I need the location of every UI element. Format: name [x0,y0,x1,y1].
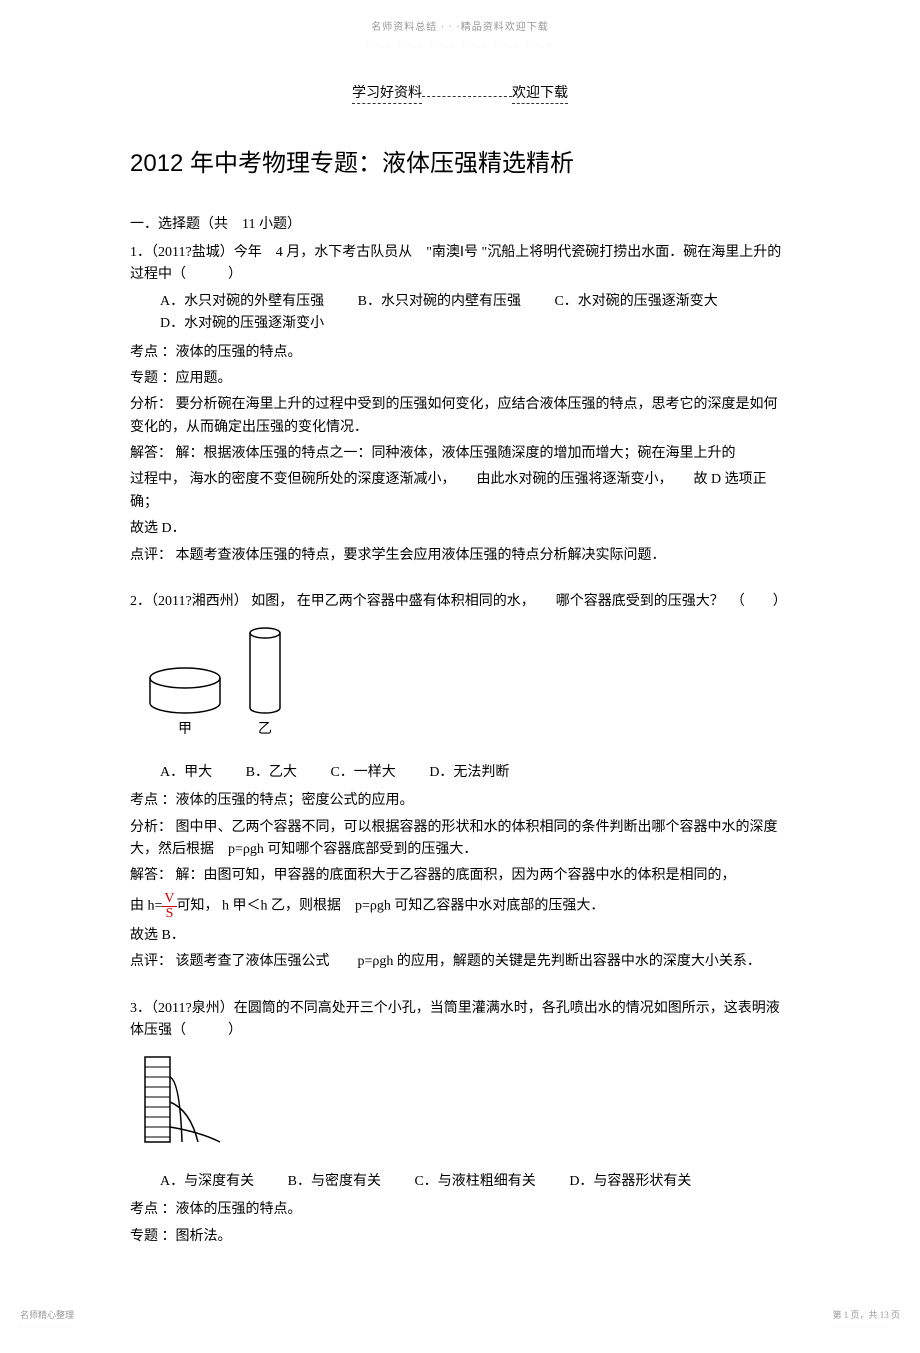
footer: 名师精心整理 · · · · · · · 第 1 页，共 13 页 · · · … [0,1308,920,1334]
q1-dianping: 点评： 本题考查液体压强的特点，要求学生会应用液体压强的特点分析解决实际问题． [130,545,790,567]
section-title: 一．选择题（共 11 小题） [130,214,790,236]
page-title: 2012 年中考物理专题：液体压强精选精析 [130,145,790,183]
q1-optB: B．水只对碗的内壁有压强 [358,291,521,313]
q2-dianping: 点评： 该题考查了液体压强公式 p=ρgh 的应用，解题的关键是先判断出容器中水… [130,951,790,973]
footer-left: 名师精心整理 [20,1308,74,1322]
content: 2012 年中考物理专题：液体压强精选精析 一．选择题（共 11 小题） 1．（… [0,145,920,1248]
q2-optD: D．无法判断 [429,762,509,784]
frac-num: V [162,892,176,907]
q3-optC: C．与液柱粗细有关 [414,1171,535,1193]
header-right: 欢迎下载 [512,86,568,104]
q2-optB: B．乙大 [246,762,297,784]
q2-jieda2: 由 h=VS可知， h 甲＜h 乙，则根据 p=ρgh 可知乙容器中水对底部的压… [130,892,790,921]
q3-optD: D．与容器形状有关 [569,1171,691,1193]
q2-optA: A．甲大 [160,762,212,784]
header-line: 学习好资料 欢迎下载 [0,83,920,105]
footer-dots-left: · · · · · · · [20,1322,74,1333]
q2-optC: C．一样大 [330,762,395,784]
q1-jieda2: 过程中， 海水的密度不变但碗所处的深度逐渐减小， 由此水对碗的压强将逐渐变小， … [130,469,790,514]
fraction-vs: VS [162,892,176,921]
q2-kaodian: 考点 ：液体的压强的特点；密度公式的应用。 [130,790,790,812]
q1-zhuanti: 专题 ：应用题。 [130,368,790,390]
label-jia: 甲 [178,722,192,737]
q3-optB: B．与密度有关 [288,1171,381,1193]
q2-jieda3: 故选 B． [130,925,790,947]
q1-optA: A．水只对碗的外壁有压强 [160,291,324,313]
q2-text: 2．（2011?湘西州） 如图， 在甲乙两个容器中盛有体积相同的水， 哪个容器底… [130,591,790,613]
q2-options: A．甲大 B．乙大 C．一样大 D．无法判断 [130,762,790,784]
q3-zhuanti: 专题 ：图析法。 [130,1226,790,1248]
footer-right: 第 1 页，共 13 页 [832,1308,900,1322]
q2-diagram: 甲 乙 [140,623,790,751]
header-left: 学习好资料 [352,86,422,104]
q2-fenxi: 分析： 图中甲、乙两个容器不同，可以根据容器的形状和水的体积相同的条件判断出哪个… [130,817,790,862]
q3-optA: A．与深度有关 [160,1171,254,1193]
q1-optC: C．水对碗的压强逐渐变大 [554,291,717,313]
q2-jieda1: 解答： 解：由图可知，甲容器的底面积大于乙容器的底面积，因为两个容器中水的体积是… [130,865,790,887]
label-yi: 乙 [258,721,272,737]
q1-fenxi: 分析： 要分析碗在海里上升的过程中受到的压强如何变化，应结合液体压强的特点，思考… [130,394,790,439]
q2-jieda2a: 由 h= [130,899,162,914]
watermark-dots: · · · · · · · · · · · · · · · · · · [0,40,920,53]
watermark-top: 名师资料总结 · · ·精品资料欢迎下载 [0,20,920,36]
q3-diagram [140,1052,790,1160]
q3-text: 3．（2011?泉州）在圆筒的不同高处开三个小孔，当筒里灌满水时，各孔喷出水的情… [130,998,790,1043]
footer-dots-right: · · · · · · · [832,1322,900,1333]
q1-jieda3: 故选 D． [130,518,790,540]
q3-kaodian: 考点 ：液体的压强的特点。 [130,1199,790,1221]
frac-den: S [162,907,176,921]
q1-kaodian: 考点 ：液体的压强的特点。 [130,342,790,364]
q1-optD: D．水对碗的压强逐渐变小 [160,313,324,335]
q1-text: 1．（2011?盐城）今年 4 月，水下考古队员从 "南澳Ⅰ号 "沉船上将明代瓷… [130,242,790,287]
q3-options: A．与深度有关 B．与密度有关 C．与液柱粗细有关 D．与容器形状有关 [130,1171,790,1193]
q2-jieda2b: 可知， h 甲＜h 乙，则根据 p=ρgh 可知乙容器中水对底部的压强大． [177,899,605,914]
q1-options: A．水只对碗的外壁有压强 B．水只对碗的内壁有压强 C．水对碗的压强逐渐变大 D… [130,291,790,336]
q1-jieda1: 解答： 解：根据液体压强的特点之一：同种液体，液体压强随深度的增加而增大；碗在海… [130,443,790,465]
